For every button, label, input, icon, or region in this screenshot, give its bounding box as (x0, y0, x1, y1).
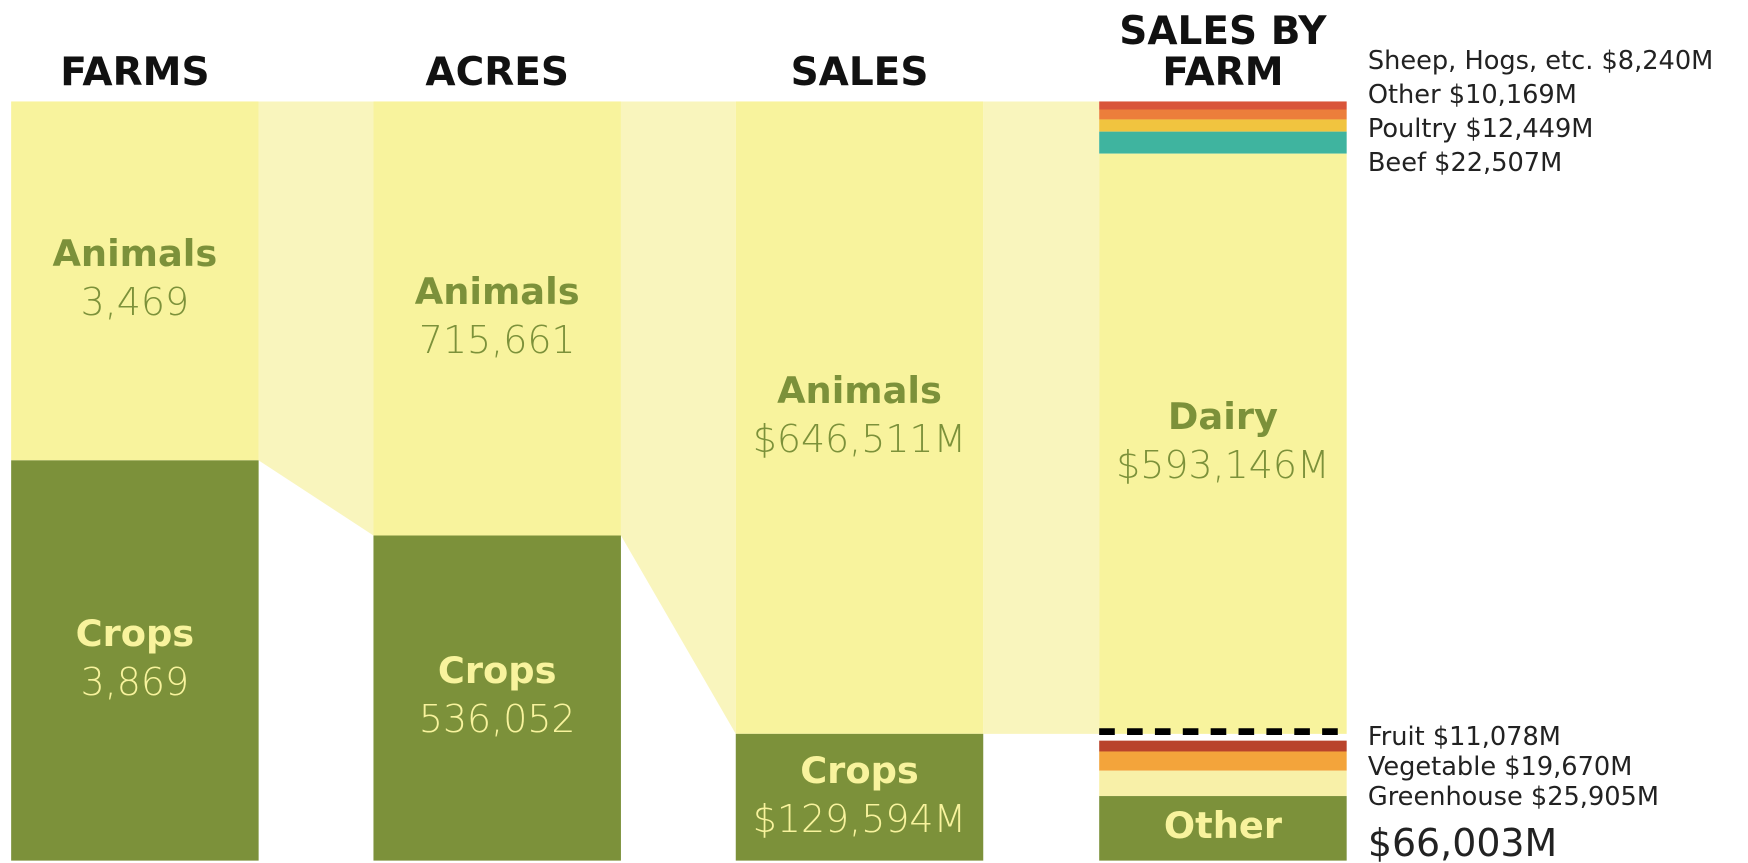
bar-segment (11, 460, 259, 861)
bar-segment (1099, 751, 1347, 771)
segment-name: Other (1163, 804, 1282, 848)
segment-name: Sheep, Hogs, etc. (1367, 46, 1594, 77)
segment-value: $11,078M (1432, 721, 1561, 752)
segment-name: Other (1367, 80, 1441, 111)
flow-band (620, 101, 736, 734)
segment-label: Other $10,169M (1367, 80, 1577, 111)
segment-label: Crops 536,052 (373, 653, 620, 739)
segment-name: Animals (414, 269, 580, 313)
bar-segment (735, 101, 984, 734)
segment-name: Beef (1367, 148, 1426, 179)
column-title: SALES (790, 49, 929, 95)
segment-value: $66,003M (1367, 820, 1558, 863)
column-title: FARMS (60, 49, 210, 95)
flow-band (258, 101, 374, 536)
bar-segment (1099, 119, 1347, 132)
bar-segment (1099, 740, 1347, 752)
segment-value: 3,469 (80, 280, 190, 325)
segment-name: Fruit (1367, 721, 1425, 752)
segment-name: Crops (437, 649, 557, 693)
segment-value: 3,869 (80, 659, 190, 704)
segment-value: 715,661 (418, 317, 576, 362)
bar-segment (373, 535, 621, 861)
segment-label: Fruit $11,078M (1367, 721, 1561, 752)
bar-segment (1099, 109, 1347, 120)
segment-label: Dairy $593,146M (1099, 395, 1346, 488)
segment-label: Vegetable $19,670M (1367, 751, 1633, 782)
segment-name: Animals (52, 232, 218, 276)
segment-label: Animals $646,511M (736, 369, 983, 461)
bar-segment (735, 733, 984, 861)
flow-band (983, 101, 1100, 734)
segment-name: Poultry (1367, 114, 1458, 145)
bar-segment (373, 101, 621, 536)
segment-value: $8,240M (1601, 46, 1714, 77)
segment-value: $129,594M (752, 796, 967, 841)
segment-value: $10,169M (1448, 80, 1577, 111)
segment-value: $25,905M (1530, 781, 1659, 812)
segment-label: Animals 3,469 (11, 236, 258, 322)
segment-value: $19,670M (1504, 751, 1633, 782)
segment-name: Greenhouse (1367, 781, 1523, 812)
bar-segment (1099, 101, 1347, 110)
bar-segment (1099, 131, 1347, 154)
segment-label: Crops 3,869 (11, 611, 258, 704)
segment-value: $22,507M (1434, 148, 1563, 179)
segment-name: Crops (800, 748, 919, 792)
segment-name: Animals (777, 369, 942, 413)
segment-label: Animals 715,661 (373, 269, 620, 362)
segment-label: Poultry $12,449M (1367, 114, 1594, 145)
segment-name: Crops (75, 611, 195, 655)
segment-value: 536,052 (418, 697, 576, 742)
segment-label: Other (1099, 804, 1346, 848)
segment-value: $646,511M (752, 416, 967, 461)
column-title: ACRES (425, 49, 569, 95)
column-title: SALES BY FARM (1119, 8, 1327, 95)
segment-label: Crops $129,594M (736, 748, 983, 841)
segment-name: Dairy (1167, 395, 1278, 439)
segment-value: $12,449M (1465, 114, 1594, 145)
segment-value-outside: $66,003M (1368, 824, 1557, 863)
segment-value: $593,146M (1116, 443, 1330, 488)
bar-segment (1099, 770, 1347, 797)
segment-name: Vegetable (1367, 751, 1497, 782)
bar-segment (1099, 796, 1347, 861)
segment-label: Greenhouse $25,905M (1367, 781, 1659, 812)
segment-label: Sheep, Hogs, etc. $8,240M (1367, 46, 1714, 77)
bar-segment (1099, 153, 1347, 734)
bar-segment (11, 101, 259, 461)
segment-label: Beef $22,507M (1367, 148, 1563, 179)
